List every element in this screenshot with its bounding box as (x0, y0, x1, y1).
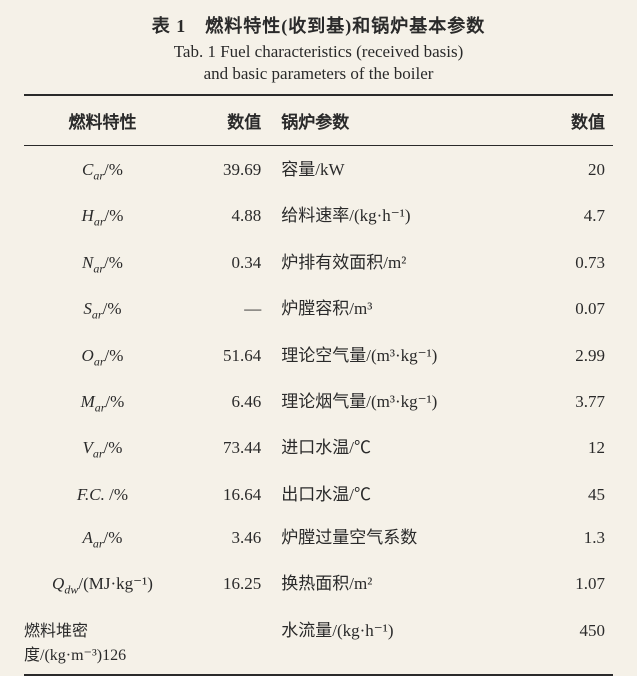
boiler-value-cell: 450 (519, 621, 613, 641)
fuel-value-cell: 16.64 (189, 485, 277, 505)
boiler-value-cell: 1.07 (519, 574, 613, 594)
header-boiler-param: 锅炉参数 (277, 108, 518, 133)
header-fuel-property: 燃料特性 (24, 108, 189, 133)
table-title-en-line1: Tab. 1 Fuel characteristics (received ba… (24, 42, 613, 62)
fuel-property-cell: Car/% (24, 160, 189, 183)
fuel-value-cell: 0.34 (189, 253, 277, 273)
fuel-value-cell: 73.44 (189, 438, 277, 458)
fuel-property-cell: F.C. /% (24, 485, 189, 505)
fuel-property-cell: Har/% (24, 206, 189, 229)
boiler-param-cell: 进口水温/℃ (277, 433, 518, 458)
table-row: Har/%4.88给料速率/(kg·h⁻¹)4.7 (24, 192, 613, 238)
boiler-param-cell: 给料速率/(kg·h⁻¹) (277, 201, 518, 226)
table-row: Oar/%51.64理论空气量/(m³·kg⁻¹)2.99 (24, 332, 613, 378)
boiler-param-cell: 炉膛过量空气系数 (277, 523, 518, 548)
table-header-row: 燃料特性 数值 锅炉参数 数值 (24, 96, 613, 146)
boiler-param-cell: 出口水温/℃ (277, 480, 518, 505)
boiler-param-cell: 炉排有效面积/m² (277, 248, 518, 273)
boiler-param-cell: 容量/kW (277, 155, 518, 180)
boiler-value-cell: 12 (519, 438, 613, 458)
fuel-table: 燃料特性 数值 锅炉参数 数值 Car/%39.69容量/kW20Har/%4.… (24, 94, 613, 676)
table-title-zh: 表 1 燃料特性(收到基)和锅炉基本参数 (24, 12, 613, 38)
fuel-value-cell: 39.69 (189, 160, 277, 180)
table-row: Qdw/(MJ·kg⁻¹)16.25换热面积/m²1.07 (24, 560, 613, 606)
boiler-value-cell: 45 (519, 485, 613, 505)
table-row: F.C. /%16.64出口水温/℃45 (24, 471, 613, 514)
table-row: Aar/%3.46炉膛过量空气系数1.3 (24, 514, 613, 560)
table-row: Nar/%0.34炉排有效面积/m²0.73 (24, 239, 613, 285)
boiler-value-cell: 0.07 (519, 299, 613, 319)
boiler-param-cell: 炉膛容积/m³ (277, 294, 518, 319)
boiler-param-cell: 理论烟气量/(m³·kg⁻¹) (277, 387, 518, 412)
header-value1: 数值 (189, 108, 277, 133)
fuel-value-cell: 6.46 (189, 392, 277, 412)
header-value2: 数值 (519, 108, 613, 133)
fuel-property-cell: 燃料堆密度/(kg·m⁻³)126 (24, 617, 189, 665)
fuel-property-cell: Var/% (24, 438, 189, 461)
fuel-value-cell: 51.64 (189, 346, 277, 366)
fuel-property-cell: Oar/% (24, 346, 189, 369)
boiler-value-cell: 4.7 (519, 206, 613, 226)
boiler-value-cell: 1.3 (519, 528, 613, 548)
table-row: 燃料堆密度/(kg·m⁻³)126 水流量/(kg·h⁻¹)450 (24, 607, 613, 674)
table-row: Var/%73.44进口水温/℃12 (24, 424, 613, 470)
boiler-value-cell: 0.73 (519, 253, 613, 273)
fuel-property-cell: Qdw/(MJ·kg⁻¹) (24, 574, 189, 597)
boiler-value-cell: 2.99 (519, 346, 613, 366)
table-row: Mar/%6.46理论烟气量/(m³·kg⁻¹)3.77 (24, 378, 613, 424)
boiler-param-cell: 换热面积/m² (277, 569, 518, 594)
fuel-property-cell: Mar/% (24, 392, 189, 415)
table-title-en-line2: and basic parameters of the boiler (24, 64, 613, 84)
table-row: Car/%39.69容量/kW20 (24, 146, 613, 192)
fuel-property-cell: Aar/% (24, 528, 189, 551)
fuel-property-cell: Sar/% (24, 299, 189, 322)
fuel-property-cell: Nar/% (24, 253, 189, 276)
boiler-value-cell: 3.77 (519, 392, 613, 412)
table-row: Sar/%—炉膛容积/m³0.07 (24, 285, 613, 331)
fuel-value-cell: 16.25 (189, 574, 277, 594)
fuel-value-cell: 3.46 (189, 528, 277, 548)
boiler-param-cell: 理论空气量/(m³·kg⁻¹) (277, 341, 518, 366)
boiler-value-cell: 20 (519, 160, 613, 180)
fuel-value-cell: — (189, 299, 277, 319)
fuel-value-cell: 4.88 (189, 206, 277, 226)
boiler-param-cell: 水流量/(kg·h⁻¹) (277, 616, 518, 641)
